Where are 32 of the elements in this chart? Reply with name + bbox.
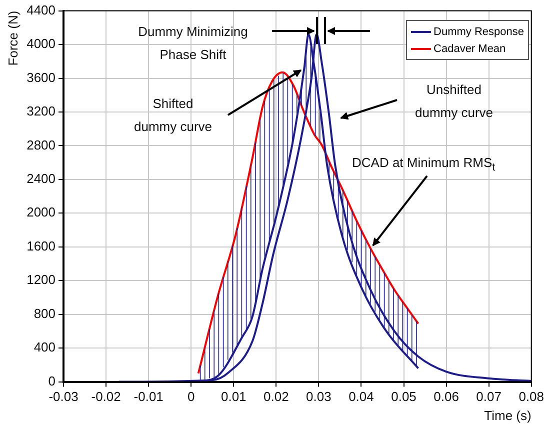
x-tick-label: 0.02: [264, 389, 289, 404]
x-axis-title: Time (s): [484, 408, 532, 423]
x-tick-label: 0.05: [391, 389, 416, 404]
annotation: DCAD at Minimum RMS$_{t}$: [352, 154, 496, 176]
y-tick-label: 4400: [26, 2, 56, 18]
annotation: Unshifted dummy curve: [414, 81, 494, 122]
x-tick-label: 0: [187, 389, 195, 404]
y-axis-title: Force (N): [5, 10, 20, 66]
y-tick-label: 3600: [26, 70, 56, 85]
y-tick-label: 2400: [26, 171, 56, 186]
x-tick-label: -0.03: [48, 389, 78, 404]
x-tick-label: 0.07: [476, 389, 502, 404]
y-tick-label: 4000: [26, 36, 56, 52]
y-tick-label: 0: [48, 373, 56, 388]
legend-label: Dummy Response: [434, 26, 524, 38]
y-tick-label: 2000: [26, 204, 56, 220]
y-tick-label: 2800: [26, 137, 56, 152]
y-tick-label: 1600: [26, 238, 56, 254]
y-tick-label: 800: [34, 306, 56, 321]
x-tick-label: 0.01: [220, 389, 246, 404]
y-tick-label: 400: [34, 340, 56, 355]
x-tick-label: 0.06: [434, 389, 459, 404]
x-tick-label: 0.03: [306, 389, 332, 404]
x-tick-label: 0.04: [348, 389, 374, 404]
x-tick-label: 0.08: [518, 389, 544, 404]
y-tick-label: 1200: [26, 272, 56, 288]
annotation: Shifted dummy curve: [132, 95, 214, 136]
y-tick-label: 3200: [26, 104, 56, 119]
legend-label: Cadaver Mean: [434, 42, 506, 54]
x-tick-label: -0.02: [91, 389, 121, 404]
annotation: Dummy Minimizing Phase Shift: [137, 23, 249, 64]
x-tick-label: -0.01: [134, 389, 164, 404]
